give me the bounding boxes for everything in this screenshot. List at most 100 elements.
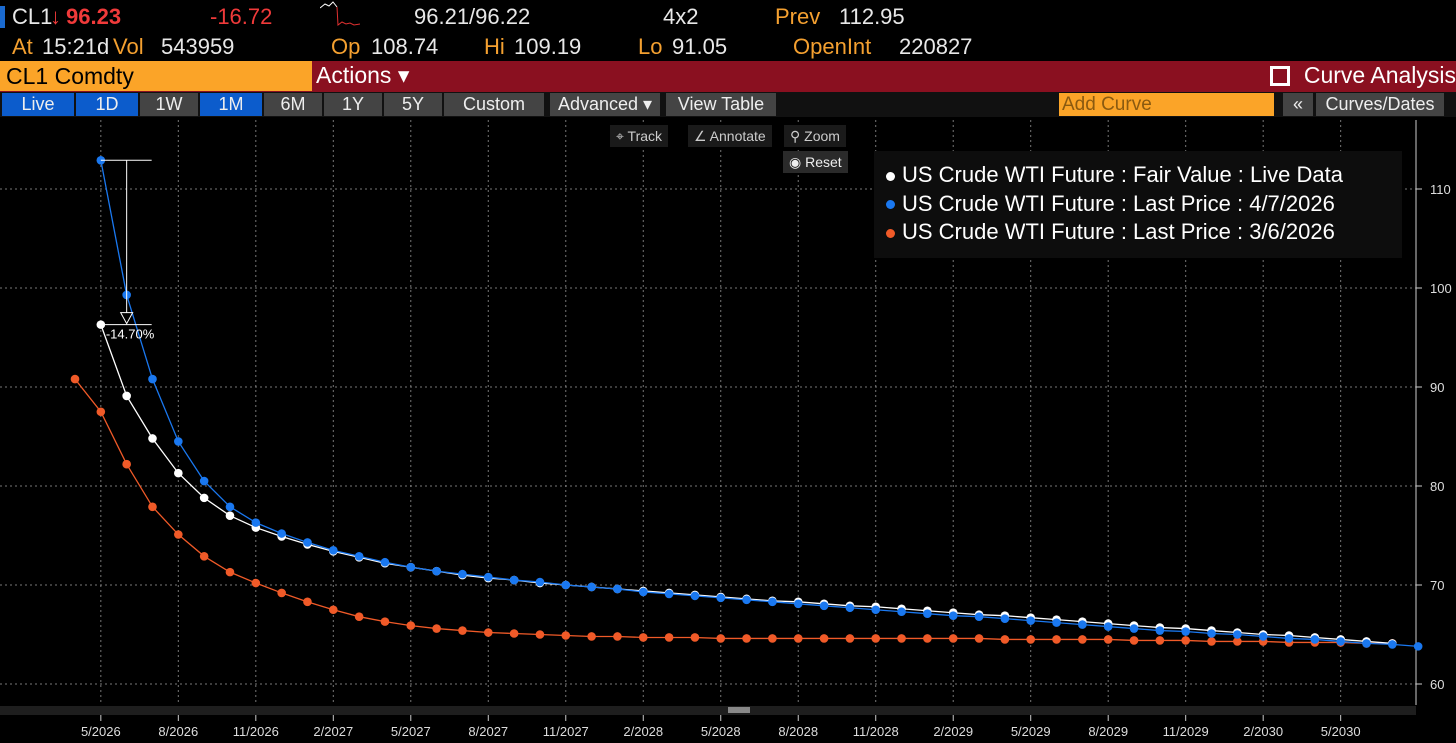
data-point: [225, 511, 235, 520]
ticker-marker: [0, 6, 5, 28]
data-point: [1103, 622, 1113, 631]
time: 15:21d: [42, 34, 110, 59]
data-point: [1181, 627, 1190, 636]
range-6m[interactable]: 6M: [264, 93, 322, 116]
data-point: [199, 551, 209, 561]
data-point: [329, 546, 338, 555]
reset-icon: ◉: [789, 154, 806, 170]
legend-item[interactable]: US Crude WTI Future : Fair Value : Live …: [886, 161, 1390, 190]
magnifier-icon: ⚲: [790, 128, 805, 144]
data-point: [1258, 632, 1268, 641]
x-tick-label: 2/2030: [1243, 724, 1283, 739]
x-tick-label: 5/2026: [81, 724, 121, 739]
data-point: [974, 612, 984, 621]
data-point: [225, 502, 235, 512]
net-change: -16.72: [210, 4, 273, 29]
x-tick-label: 8/2026: [158, 724, 198, 739]
curve-analysis-title: Curve Analysis: [1269, 62, 1456, 89]
advanced-menu[interactable]: Advanced ▾: [550, 93, 660, 116]
data-point: [1284, 634, 1294, 643]
down-arrow-icon: ↓: [50, 4, 61, 29]
data-point: [948, 634, 958, 643]
vol-label: Vol: [113, 34, 144, 59]
last-price: 96.23: [66, 4, 122, 29]
series-line-2: [74, 378, 1393, 645]
security-field[interactable]: CL1 Comdty: [0, 61, 312, 91]
data-point: [664, 633, 674, 642]
actions-menu[interactable]: Actions ▾: [316, 62, 410, 88]
legend-dot: [886, 171, 895, 181]
data-point: [1129, 636, 1139, 645]
data-point: [1207, 629, 1216, 638]
data-point: [1000, 635, 1010, 644]
data-point: [1413, 642, 1423, 651]
data-point: [768, 597, 777, 607]
data-point: [1078, 635, 1087, 644]
y-tick-label: 100: [1430, 281, 1452, 296]
zoom-tool[interactable]: ⚲ Zoom: [784, 125, 846, 147]
legend-item[interactable]: US Crude WTI Future : Last Price : 4/7/2…: [886, 190, 1390, 219]
data-point: [148, 434, 157, 443]
scrollbar-grip[interactable]: [728, 707, 750, 713]
data-point: [432, 566, 441, 576]
data-point: [819, 601, 829, 611]
y-tick-label: 80: [1430, 479, 1444, 494]
data-point: [458, 626, 467, 635]
data-point: [70, 374, 80, 384]
prev-value: 112.95: [839, 4, 905, 29]
low-label: Lo: [638, 34, 663, 59]
range-1w[interactable]: 1W: [140, 93, 198, 116]
vol: 543959: [161, 34, 235, 59]
collapse-button[interactable]: «: [1283, 93, 1313, 116]
view-table-button[interactable]: View Table: [666, 93, 776, 116]
data-point: [768, 634, 777, 643]
popout-icon[interactable]: [1269, 66, 1290, 86]
crosshair-icon: ⌖: [616, 128, 628, 144]
curves-dates-button[interactable]: Curves/Dates: [1316, 93, 1444, 116]
data-point: [613, 584, 622, 594]
range-5y[interactable]: 5Y: [384, 93, 442, 116]
data-point: [845, 603, 855, 613]
range-live[interactable]: Live: [2, 93, 74, 116]
data-point: [613, 632, 622, 641]
range-1y[interactable]: 1Y: [324, 93, 382, 116]
bid-ask: 96.21/96.22: [414, 4, 531, 29]
range-1d[interactable]: 1D: [76, 93, 138, 116]
arrow-down-icon: [119, 312, 134, 325]
data-point: [354, 612, 364, 621]
data-point: [303, 538, 312, 547]
track-label: Track: [627, 128, 663, 144]
data-point: [458, 569, 467, 579]
data-point: [871, 605, 881, 615]
horizontal-scrollbar[interactable]: [0, 706, 1416, 715]
x-tick-label: 2/2029: [933, 724, 973, 739]
x-tick-label: 11/2029: [1163, 724, 1209, 739]
data-point: [561, 631, 571, 640]
legend-item[interactable]: US Crude WTI Future : Last Price : 3/6/2…: [886, 218, 1390, 247]
data-point: [483, 628, 493, 637]
data-point: [1233, 637, 1242, 646]
data-point: [819, 634, 829, 643]
data-point: [225, 567, 235, 577]
add-curve-input[interactable]: Add Curve: [1059, 93, 1274, 116]
reset-label: Reset: [805, 154, 842, 170]
data-point: [1078, 620, 1087, 629]
data-point: [483, 572, 493, 582]
data-point: [638, 587, 648, 597]
range-1m[interactable]: 1M: [200, 93, 262, 116]
data-point: [1362, 639, 1371, 648]
data-point: [509, 629, 519, 638]
data-point: [122, 391, 131, 401]
low: 91.05: [672, 34, 728, 59]
track-tool[interactable]: ⌖ Track: [610, 125, 669, 147]
legend-label: US Crude WTI Future : Last Price : 4/7/2…: [902, 190, 1335, 216]
data-point: [277, 588, 286, 598]
legend-label: US Crude WTI Future : Last Price : 3/6/2…: [902, 219, 1335, 244]
reset-button[interactable]: ◉ Reset: [783, 151, 848, 173]
x-tick-label: 5/2028: [701, 724, 741, 739]
range-custom[interactable]: Custom: [444, 93, 544, 116]
data-point: [587, 582, 596, 592]
sparkline: [320, 1, 360, 26]
open-label: Op: [331, 34, 361, 59]
annotate-tool[interactable]: ∠ Annotate: [688, 125, 772, 147]
